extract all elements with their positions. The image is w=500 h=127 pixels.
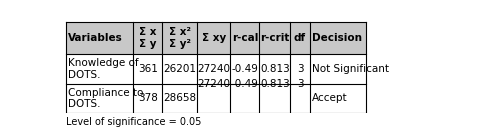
Text: Decision: Decision bbox=[312, 33, 362, 43]
Text: r-cal: r-cal bbox=[232, 33, 258, 43]
Text: 361: 361 bbox=[138, 64, 158, 74]
Text: 3: 3 bbox=[296, 64, 304, 74]
Text: 27240: 27240 bbox=[198, 79, 230, 89]
Text: Accept: Accept bbox=[312, 93, 348, 103]
Text: Σ x²
Σ y²: Σ x² Σ y² bbox=[169, 27, 191, 49]
Text: 0.813: 0.813 bbox=[260, 64, 290, 74]
Text: 3: 3 bbox=[296, 79, 304, 89]
Text: 27240: 27240 bbox=[198, 64, 230, 74]
Text: -0.49: -0.49 bbox=[232, 79, 258, 89]
Text: Compliance to
DOTS.: Compliance to DOTS. bbox=[68, 88, 143, 109]
Text: 28658: 28658 bbox=[164, 93, 196, 103]
Text: r-crit: r-crit bbox=[260, 33, 290, 43]
Text: Level of significance = 0.05: Level of significance = 0.05 bbox=[66, 117, 201, 127]
Text: Variables: Variables bbox=[68, 33, 122, 43]
Bar bbox=[66, 22, 366, 54]
Text: Not Significant: Not Significant bbox=[312, 64, 388, 74]
Text: Σ xy: Σ xy bbox=[202, 33, 226, 43]
Text: df: df bbox=[294, 33, 306, 43]
Text: 0.813: 0.813 bbox=[260, 79, 290, 89]
Text: Σ x
Σ y: Σ x Σ y bbox=[139, 27, 156, 49]
Text: 26201: 26201 bbox=[164, 64, 196, 74]
Text: -0.49: -0.49 bbox=[232, 64, 258, 74]
Text: 378: 378 bbox=[138, 93, 158, 103]
Bar bbox=[66, 54, 366, 113]
Text: Knowledge of
DOTS.: Knowledge of DOTS. bbox=[68, 58, 138, 80]
